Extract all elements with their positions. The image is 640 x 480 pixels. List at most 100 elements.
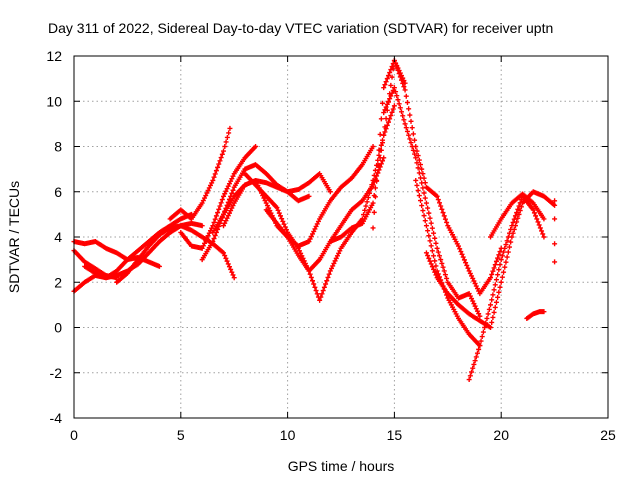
data-point: [415, 187, 421, 193]
data-point: [510, 219, 516, 225]
data-point: [491, 287, 497, 293]
series-arc-15: [381, 85, 483, 319]
data-point: [212, 216, 218, 222]
data-point: [282, 224, 288, 230]
data-point: [224, 215, 230, 221]
data-point: [397, 74, 403, 80]
data-point: [552, 241, 558, 247]
data-point: [423, 223, 429, 229]
series-arc-6: [167, 125, 233, 222]
data-point: [395, 67, 401, 73]
data-point: [378, 142, 384, 148]
data-point: [478, 338, 484, 344]
data-point: [330, 263, 336, 269]
data-point: [425, 228, 431, 234]
data-point: [432, 235, 438, 241]
data-point: [429, 248, 435, 254]
data-point: [381, 110, 387, 116]
data-point: [444, 219, 450, 225]
data-point: [495, 272, 501, 278]
data-point: [427, 258, 433, 264]
data-point: [511, 216, 517, 222]
data-point: [536, 222, 542, 228]
data-point: [433, 263, 439, 269]
data-point: [331, 260, 337, 266]
data-point: [383, 104, 389, 110]
data-point: [431, 266, 437, 272]
data-point: [323, 281, 329, 287]
data-point: [491, 265, 497, 271]
data-point: [215, 164, 221, 170]
series-arc-18: [466, 193, 547, 383]
data-point: [418, 198, 424, 204]
data-point: [223, 218, 229, 224]
data-point: [425, 205, 431, 211]
data-point: [499, 274, 505, 280]
data-point: [404, 100, 410, 106]
data-point: [476, 288, 482, 294]
data-point: [496, 289, 502, 295]
data-point: [419, 203, 425, 209]
data-point: [418, 162, 424, 168]
data-point: [474, 286, 480, 292]
data-point: [534, 216, 540, 222]
data-point: [381, 132, 387, 138]
data-point: [489, 271, 495, 277]
data-point: [441, 213, 447, 219]
data-point: [489, 319, 495, 325]
data-point: [203, 193, 209, 199]
data-point: [436, 274, 442, 280]
data-point: [501, 269, 507, 275]
data-point: [439, 260, 445, 266]
data-point: [333, 255, 339, 261]
data-point: [307, 271, 313, 277]
data-point: [382, 124, 388, 130]
data-point: [490, 314, 496, 320]
data-point: [509, 223, 515, 229]
data-point: [409, 125, 415, 131]
data-point: [498, 279, 504, 285]
series-arc-20: [524, 309, 547, 321]
data-point: [279, 216, 285, 222]
data-point: [436, 200, 442, 206]
data-point: [469, 273, 475, 279]
data-point: [423, 200, 429, 206]
data-point: [263, 200, 269, 206]
data-point: [397, 105, 403, 111]
data-point: [476, 311, 482, 317]
data-point: [276, 210, 282, 216]
data-point: [211, 236, 217, 242]
data-point: [429, 264, 435, 270]
data-point: [403, 125, 409, 131]
data-point: [365, 195, 371, 201]
data-point: [512, 213, 518, 219]
data-point: [370, 225, 376, 231]
data-point: [224, 186, 230, 192]
data-point: [230, 173, 236, 179]
data-point: [458, 249, 464, 255]
data-point: [444, 275, 450, 281]
y-axis-label: SDTVAR / TECUs: [6, 181, 22, 293]
data-point: [380, 158, 386, 164]
data-point: [310, 278, 316, 284]
data-point: [389, 90, 395, 96]
data-point: [492, 282, 498, 288]
data-point: [489, 297, 495, 303]
data-point: [537, 225, 543, 231]
data-point: [229, 205, 235, 211]
data-point: [375, 170, 381, 176]
data-point: [435, 197, 441, 203]
data-point: [382, 129, 388, 135]
data-point: [414, 160, 420, 166]
data-point: [336, 250, 342, 256]
data-point: [382, 107, 388, 113]
data-point: [203, 238, 209, 244]
data-point: [471, 361, 477, 367]
data-point: [372, 194, 378, 200]
data-point: [217, 203, 223, 209]
data-point: [440, 210, 446, 216]
data-point: [410, 131, 416, 137]
data-point: [370, 144, 376, 149]
data-point: [216, 161, 222, 167]
data-point: [327, 268, 333, 274]
